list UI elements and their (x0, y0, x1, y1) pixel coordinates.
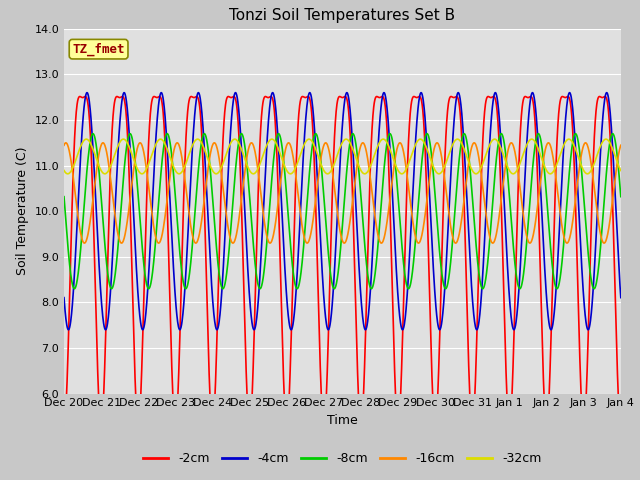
-8cm (601, 188, 609, 194)
-2cm (88, 184, 96, 190)
-32cm (231, 136, 239, 142)
Legend: -2cm, -4cm, -8cm, -16cm, -32cm: -2cm, -4cm, -8cm, -16cm, -32cm (138, 447, 547, 470)
Title: Tonzi Soil Temperatures Set B: Tonzi Soil Temperatures Set B (229, 9, 456, 24)
-4cm (316, 233, 324, 239)
-32cm (499, 151, 507, 157)
X-axis label: Time: Time (327, 414, 358, 427)
Line: -8cm: -8cm (64, 134, 621, 288)
-32cm (88, 145, 96, 151)
-4cm (499, 176, 507, 181)
-32cm (60, 168, 68, 173)
-8cm (88, 131, 96, 137)
-16cm (60, 143, 68, 148)
-8cm (442, 286, 449, 291)
-16cm (499, 184, 506, 190)
-16cm (602, 240, 609, 245)
-4cm (617, 295, 625, 300)
-4cm (602, 94, 609, 99)
-2cm (601, 94, 609, 99)
-16cm (601, 240, 609, 245)
-2cm (617, 423, 625, 429)
-2cm (499, 252, 506, 257)
-4cm (65, 327, 72, 333)
-8cm (331, 285, 339, 291)
-16cm (600, 240, 608, 246)
-4cm (60, 295, 68, 300)
Text: TZ_fmet: TZ_fmet (72, 43, 125, 56)
Line: -4cm: -4cm (64, 93, 621, 330)
-2cm (601, 94, 609, 99)
-16cm (316, 160, 324, 166)
-4cm (417, 90, 425, 96)
-32cm (602, 136, 609, 142)
-8cm (617, 194, 625, 200)
-8cm (60, 194, 68, 200)
-8cm (316, 153, 324, 159)
-2cm (60, 423, 68, 429)
-8cm (499, 134, 507, 140)
-32cm (435, 171, 443, 177)
-16cm (331, 191, 339, 196)
-4cm (601, 95, 609, 101)
-8cm (237, 131, 245, 137)
-4cm (331, 258, 339, 264)
-4cm (89, 140, 97, 146)
-16cm (617, 143, 625, 148)
Line: -32cm: -32cm (64, 139, 621, 174)
-32cm (617, 168, 625, 173)
-16cm (248, 140, 255, 146)
-2cm (113, 94, 121, 99)
-8cm (602, 184, 609, 190)
-2cm (331, 124, 339, 130)
Y-axis label: Soil Temperature (C): Soil Temperature (C) (16, 147, 29, 276)
-2cm (316, 364, 324, 370)
-16cm (88, 201, 96, 207)
Line: -2cm: -2cm (64, 96, 621, 426)
Line: -16cm: -16cm (64, 143, 621, 243)
-32cm (331, 159, 339, 165)
-32cm (316, 159, 324, 165)
-32cm (601, 136, 609, 142)
